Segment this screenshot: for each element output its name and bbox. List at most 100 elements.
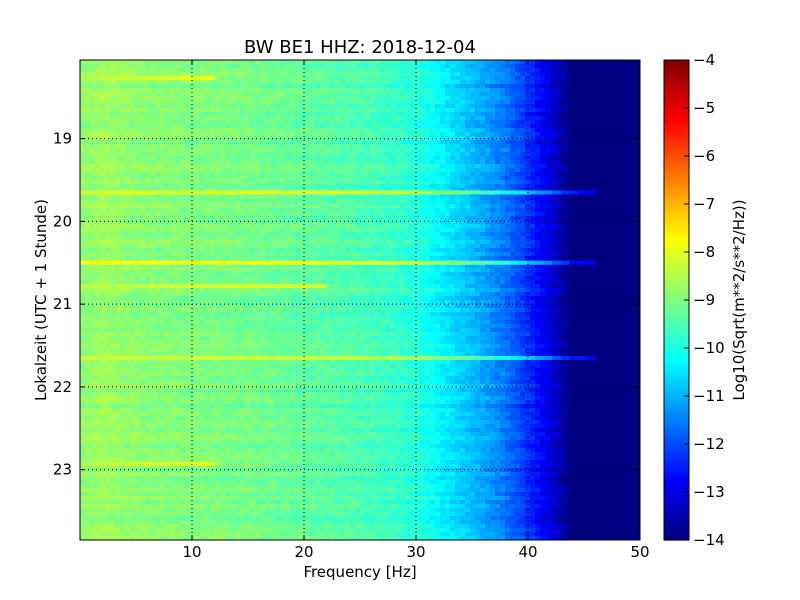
heatmap-cell [500, 84, 506, 89]
heatmap-cell [430, 108, 436, 113]
heatmap-cell [555, 168, 561, 173]
heatmap-cell [615, 160, 621, 165]
heatmap-cell [415, 204, 421, 209]
heatmap-cell [345, 176, 351, 181]
heatmap-cell [370, 232, 376, 237]
heatmap-cell [345, 128, 351, 133]
heatmap-cell [85, 120, 91, 125]
heatmap-cell [105, 64, 111, 69]
heatmap-cell [490, 88, 496, 93]
heatmap-cell [270, 188, 276, 193]
heatmap-cell [610, 120, 616, 125]
heatmap-cell [315, 196, 321, 201]
heatmap-cell [310, 232, 316, 237]
heatmap-cell [485, 92, 491, 97]
heatmap-cell [120, 216, 126, 221]
heatmap-cell [220, 172, 226, 177]
heatmap-cell [600, 60, 606, 65]
heatmap-cell [210, 68, 216, 73]
heatmap-cell [195, 160, 201, 165]
heatmap-cell [455, 64, 461, 69]
heatmap-cell [460, 208, 466, 213]
heatmap-cell [100, 64, 106, 69]
heatmap-cell [475, 132, 481, 137]
heatmap-cell [575, 180, 581, 185]
heatmap-cell [195, 224, 201, 229]
heatmap-cell [215, 156, 221, 161]
heatmap-cell [575, 144, 581, 149]
heatmap-cell [605, 68, 611, 73]
heatmap-cell [610, 168, 616, 173]
heatmap-cell [355, 236, 361, 241]
heatmap-cell [170, 124, 176, 129]
heatmap-cell [495, 64, 501, 69]
heatmap-cell [245, 100, 251, 105]
heatmap-cell [245, 72, 251, 77]
heatmap-cell [175, 68, 181, 73]
heatmap-cell [120, 212, 126, 217]
heatmap-cell [170, 164, 176, 169]
heatmap-cell [380, 228, 386, 233]
heatmap-cell [425, 64, 431, 69]
heatmap-cell [340, 176, 346, 181]
heatmap-cell [500, 168, 506, 173]
heatmap-cell [350, 104, 356, 109]
heatmap-cell [390, 124, 396, 129]
heatmap-cell [275, 200, 281, 205]
heatmap-cell [400, 172, 406, 177]
heatmap-cell [285, 144, 291, 149]
heatmap-cell [190, 100, 196, 105]
heatmap-cell [275, 136, 281, 141]
heatmap-cell [495, 176, 501, 181]
heatmap-cell [335, 220, 341, 225]
heatmap-cell [425, 168, 431, 173]
heatmap-cell [560, 148, 566, 153]
heatmap-cell [155, 120, 161, 125]
heatmap-cell [100, 92, 106, 97]
heatmap-cell [490, 180, 496, 185]
heatmap-cell [395, 76, 401, 81]
heatmap-cell [475, 68, 481, 73]
heatmap-cell [385, 180, 391, 185]
heatmap-cell [610, 104, 616, 109]
heatmap-cell [345, 220, 351, 225]
heatmap-cell [195, 212, 201, 217]
heatmap-cell [580, 108, 586, 113]
heatmap-cell [565, 64, 571, 69]
heatmap-cell [480, 128, 486, 133]
heatmap-cell [415, 152, 421, 157]
heatmap-cell [485, 216, 491, 221]
heatmap-cell [550, 104, 556, 109]
heatmap-cell [125, 164, 131, 169]
heatmap-cell [420, 76, 426, 81]
heatmap-cell [525, 84, 531, 89]
heatmap-cell [380, 104, 386, 109]
heatmap-cell [130, 132, 136, 137]
heatmap-cell [395, 112, 401, 117]
heatmap-cell [440, 204, 446, 209]
heatmap-cell [235, 144, 241, 149]
heatmap-cell [295, 232, 301, 237]
heatmap-cell [120, 140, 126, 145]
heatmap-cell [505, 184, 511, 189]
heatmap-cell [400, 176, 406, 181]
heatmap-cell [250, 148, 256, 153]
heatmap-cell [300, 200, 306, 205]
heatmap-cell [480, 104, 486, 109]
heatmap-cell [260, 224, 266, 229]
heatmap-cell [630, 76, 636, 81]
heatmap-cell [550, 148, 556, 153]
heatmap-cell [85, 96, 91, 101]
heatmap-cell [295, 236, 301, 241]
heatmap-cell [335, 232, 341, 237]
heatmap-cell [485, 128, 491, 133]
heatmap-cell [320, 136, 326, 141]
heatmap-cell [410, 128, 416, 133]
heatmap-cell [400, 132, 406, 137]
heatmap-cell [240, 204, 246, 209]
heatmap-cell [285, 176, 291, 181]
heatmap-cell [630, 104, 636, 109]
heatmap-cell [600, 92, 606, 97]
heatmap-cell [250, 232, 256, 237]
heatmap-cell [350, 152, 356, 157]
